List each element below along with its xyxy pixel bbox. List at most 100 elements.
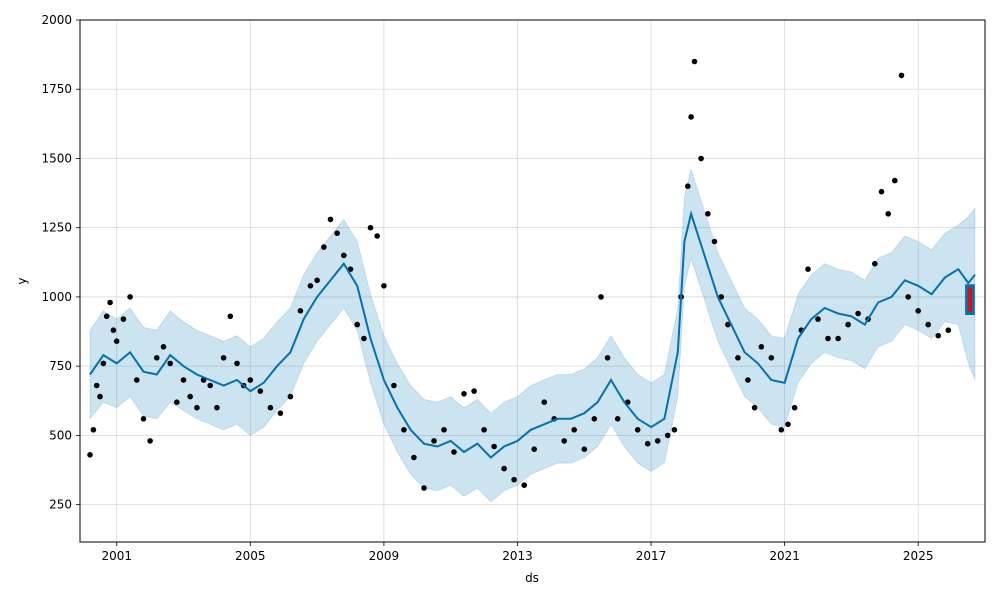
uncertainty-band xyxy=(89,167,976,503)
observed-point xyxy=(287,393,294,400)
observed-point xyxy=(671,427,678,433)
observed-point xyxy=(367,224,374,231)
observed-point xyxy=(571,427,577,433)
observed-point xyxy=(120,316,127,322)
observed-point xyxy=(591,416,598,422)
observed-point xyxy=(604,355,611,361)
forecast-highlight-mark xyxy=(965,284,975,315)
observed-point xyxy=(174,399,180,406)
observed-point xyxy=(314,277,320,284)
observed-point xyxy=(297,308,304,314)
observed-point xyxy=(321,244,327,250)
observed-point xyxy=(835,335,841,342)
observed-point xyxy=(581,446,588,453)
uncertainty-interval xyxy=(89,167,976,503)
observed-point xyxy=(654,438,661,444)
forecast-line-group xyxy=(89,210,976,459)
observed-point xyxy=(194,404,200,411)
observed-point xyxy=(87,452,93,458)
observed-point xyxy=(905,294,911,300)
observed-point xyxy=(361,335,367,342)
observed-point xyxy=(561,438,567,444)
x-tick-label: 2025 xyxy=(903,549,934,563)
observed-point xyxy=(718,294,724,300)
observed-point xyxy=(598,294,604,300)
observed-point xyxy=(140,416,147,422)
observed-point xyxy=(207,382,213,389)
observed-point xyxy=(745,377,751,383)
observed-point xyxy=(768,355,775,361)
observed-point xyxy=(791,404,798,411)
observed-point xyxy=(334,230,340,236)
x-axis-ticks: 2001 2005 2009 2013 2017 2021 2025 xyxy=(101,542,933,563)
observed-point xyxy=(110,327,117,334)
observed-point xyxy=(257,388,264,394)
observed-point xyxy=(93,382,100,389)
x-tick-label: 2005 xyxy=(235,549,266,563)
observed-point xyxy=(688,114,694,120)
observed-point xyxy=(698,155,704,162)
observed-point xyxy=(107,299,113,306)
observed-point xyxy=(354,321,361,328)
forecast-line xyxy=(89,210,976,459)
observed-point xyxy=(805,266,811,273)
observed-point xyxy=(614,416,621,422)
y-tick-label: 1000 xyxy=(41,290,72,304)
observed-point xyxy=(825,335,831,342)
observed-point xyxy=(634,427,641,433)
observed-point xyxy=(491,443,497,450)
y-tick-label: 1750 xyxy=(41,82,72,96)
y-tick-label: 250 xyxy=(49,498,72,512)
observed-point xyxy=(431,438,437,444)
observed-point xyxy=(711,238,718,245)
observed-point xyxy=(90,427,97,433)
observed-point xyxy=(441,427,447,433)
y-tick-label: 750 xyxy=(49,359,72,373)
x-tick-label: 2013 xyxy=(502,549,533,563)
observed-point xyxy=(127,294,133,300)
observed-point xyxy=(685,183,691,189)
x-tick-label: 2001 xyxy=(101,549,132,563)
observed-point xyxy=(872,260,878,267)
observed-point xyxy=(511,476,517,483)
observed-point xyxy=(411,454,417,461)
observed-point xyxy=(644,440,651,447)
observed-point xyxy=(327,216,334,223)
observed-point xyxy=(401,427,407,433)
observed-point xyxy=(100,360,107,367)
observed-point xyxy=(915,308,921,314)
y-tick-label: 2000 xyxy=(41,13,72,27)
observed-point xyxy=(134,377,140,383)
observed-point xyxy=(341,252,347,259)
observed-point xyxy=(227,313,234,320)
y-tick-label: 1250 xyxy=(41,221,72,235)
observed-point xyxy=(925,321,931,328)
observed-point xyxy=(521,482,527,489)
observed-point xyxy=(664,432,671,439)
observed-point xyxy=(705,211,711,217)
observed-point xyxy=(735,355,741,361)
observed-point xyxy=(471,388,477,394)
observed-point xyxy=(885,211,891,217)
observed-point xyxy=(214,404,220,411)
x-tick-label: 2017 xyxy=(636,549,667,563)
observed-point xyxy=(855,310,861,317)
observed-point xyxy=(481,427,487,433)
observed-point xyxy=(147,438,153,444)
observed-point xyxy=(461,391,467,397)
observed-point xyxy=(815,316,821,322)
y-axis-label: y xyxy=(15,277,29,284)
observed-point xyxy=(374,233,381,239)
observed-point xyxy=(892,177,898,184)
observed-point xyxy=(160,344,167,350)
observed-point xyxy=(785,421,791,428)
observed-point xyxy=(381,283,387,289)
x-tick-label: 2009 xyxy=(369,549,400,563)
observed-point xyxy=(531,446,537,453)
plot-frame xyxy=(79,19,986,543)
y-tick-label: 500 xyxy=(49,428,72,442)
observed-point xyxy=(945,327,952,334)
observed-point xyxy=(501,465,507,472)
observed-point xyxy=(277,410,284,417)
